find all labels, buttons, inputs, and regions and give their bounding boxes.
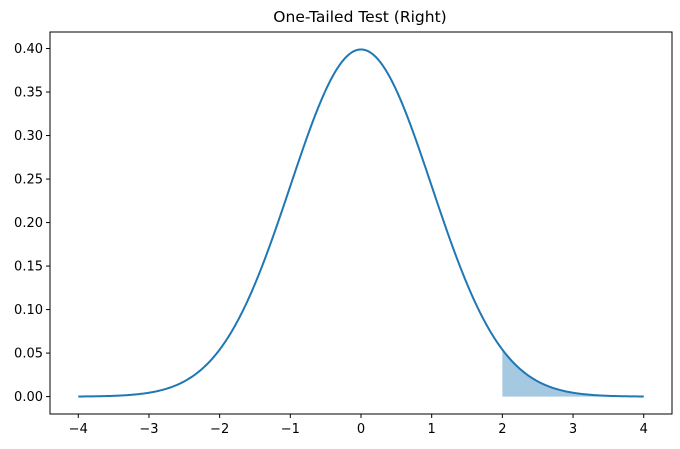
y-tick-label: 0.25	[14, 173, 43, 188]
axes-frame	[49, 31, 673, 415]
x-tick-label: −2	[210, 422, 229, 437]
x-tick-label: 0	[357, 422, 365, 437]
x-tick-label: −3	[139, 422, 158, 437]
y-tick-label: 0.20	[14, 216, 43, 231]
y-tick-label: 0.40	[14, 42, 43, 57]
x-tick-label: −1	[281, 422, 300, 437]
chart-title: One-Tailed Test (Right)	[273, 8, 446, 26]
y-tick-label: 0.05	[14, 347, 43, 362]
y-tick-label: 0.15	[14, 260, 43, 275]
plot-area	[78, 48, 644, 398]
density-curve-line	[78, 48, 644, 398]
x-tick-label: 4	[640, 422, 648, 437]
y-tick-label: 0.35	[14, 86, 43, 101]
x-tick-label: 1	[428, 422, 436, 437]
y-tick-label: 0.30	[14, 129, 43, 144]
y-tick-label: 0.10	[14, 303, 43, 318]
shaded-tail-region	[502, 349, 644, 397]
x-tick-label: 3	[569, 422, 577, 437]
y-tick-label: 0.00	[14, 390, 43, 405]
axes: −4 −3 −2 −1 0 1 2 3 4 0.00 0.05 0.10 0.15 0.20 0.25 0.3…	[14, 31, 673, 437]
x-tick-label: 2	[498, 422, 506, 437]
x-tick-label: −4	[69, 422, 88, 437]
